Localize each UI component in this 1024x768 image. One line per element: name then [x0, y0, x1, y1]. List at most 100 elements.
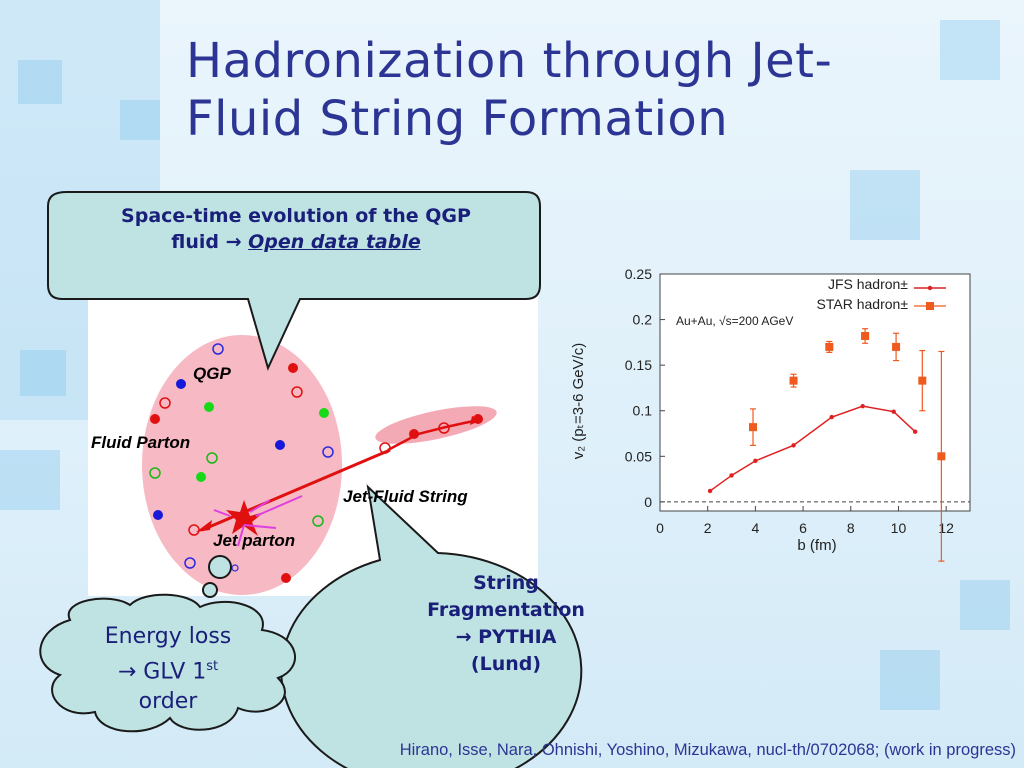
callout-string-line4: (Lund): [470, 653, 542, 675]
qgp-blob: [142, 335, 342, 595]
parton-marker: [153, 510, 163, 520]
jfs-data-point: [860, 403, 865, 409]
star-data-point: [892, 342, 901, 351]
y-tick-label: 0.1: [633, 403, 653, 419]
slide-title: Hadronization through Jet- Fluid String …: [186, 32, 986, 148]
callout-string-bubble: [280, 484, 583, 768]
y-tick-label: 0.15: [625, 357, 652, 373]
open-data-table-link[interactable]: Open data table: [248, 231, 421, 253]
gluon-arrow: [213, 509, 231, 517]
background-square: [20, 350, 66, 396]
chart-xlabel: b (fm): [797, 537, 837, 554]
chart-plot-frame: [659, 273, 971, 512]
x-tick-label: 0: [656, 520, 664, 536]
parton-marker: [176, 379, 186, 389]
jfs-data-point: [729, 473, 734, 478]
jet-origin-star: [226, 500, 264, 536]
callout-energy-line2: → GLV 1st: [70, 652, 266, 687]
chart-marks: [707, 285, 946, 562]
parton-marker: [319, 408, 329, 418]
gluon-arrow: [249, 499, 271, 513]
parton-marker: [438, 422, 450, 434]
background-square: [18, 60, 62, 104]
chart-ticks: 0 2 4 6 8 10 12 0 0.05 0.1 0.15 0.2 0.25: [625, 266, 970, 536]
callout-energy-line1: Energy loss: [104, 624, 232, 649]
gluon-arrow: [255, 495, 303, 517]
parton-marker: [196, 472, 206, 482]
star-data-point: [918, 376, 927, 385]
x-tick-label: 10: [891, 520, 907, 536]
jfs-data-point: [912, 429, 918, 434]
jfs-data-point: [791, 443, 796, 448]
legend-star-square: [926, 302, 934, 310]
x-tick-label: 6: [799, 520, 807, 536]
legend-jfs-dot: [927, 285, 933, 291]
callout-string-line1: String: [473, 572, 539, 594]
parton-marker: [281, 573, 291, 583]
x-tick-label: 2: [704, 520, 712, 536]
callout-energy-sup: st: [206, 659, 219, 674]
jfs-series-line: [709, 405, 916, 492]
callout-string-text: String Fragmentation → PYTHIA (Lund): [396, 570, 616, 678]
parton-marker: [149, 467, 161, 479]
callout-qgp-prefix: fluid →: [171, 231, 249, 253]
background-square: [850, 170, 920, 240]
background-square: [880, 650, 940, 710]
callout-energy-cloud: [39, 555, 296, 733]
x-tick-label: 4: [751, 520, 759, 536]
callout-string-line2: Fragmentation: [427, 599, 585, 621]
chart-area: 0 2 4 6 8 10 12 0 0.05 0.1 0.15 0.2 0.25: [625, 266, 971, 562]
y-tick-label: 0.2: [633, 312, 653, 328]
jet-arrowhead: [196, 520, 212, 532]
callout-energy-line3: order: [138, 689, 198, 715]
label-qgp: QGP: [193, 364, 231, 383]
star-data-point: [789, 376, 798, 385]
gluon-arrow: [243, 524, 277, 529]
y-tick-label: 0: [644, 494, 652, 510]
jfs-data-point: [707, 488, 713, 494]
star-data-point: [825, 342, 834, 351]
parton-marker: [409, 429, 419, 439]
jfs-data-point: [891, 409, 896, 414]
string-pill: [375, 406, 497, 444]
parton-marker: [204, 402, 214, 412]
parton-marker: [159, 397, 171, 409]
parton-marker: [312, 515, 324, 527]
x-tick-label: 12: [938, 520, 954, 536]
background-square: [120, 100, 160, 140]
callout-energy-glv: → GLV 1: [117, 659, 207, 685]
star-data-point: [937, 452, 946, 461]
label-jet-fluid-string: Jet-Fluid String: [343, 487, 468, 506]
callout-qgp-text: Space-time evolution of the QGP fluid → …: [56, 203, 536, 255]
parton-marker: [206, 452, 218, 464]
background-square: [940, 20, 1000, 80]
callout-qgp-line1: Space-time evolution of the QGP: [121, 205, 471, 227]
jfs-data-point: [753, 458, 758, 464]
label-jet-parton: Jet parton: [213, 531, 296, 550]
callout-string-line3: → PYTHIA: [455, 626, 557, 648]
parton-marker: [288, 363, 298, 373]
label-fluid-parton: Fluid Parton: [91, 433, 191, 452]
parton-marker: [231, 564, 239, 572]
string-arrow: [387, 418, 479, 452]
background-square: [0, 450, 60, 510]
legend-star: STAR hadron±: [816, 296, 908, 312]
parton-marker: [379, 442, 391, 454]
parton-marker: [322, 446, 334, 458]
callout-qgp-bubble: [47, 191, 541, 371]
parton-marker: [473, 414, 483, 424]
citation: Hirano, Isse, Nara, Ohnishi, Yoshino, Mi…: [399, 741, 1016, 759]
y-tick-label: 0.25: [625, 266, 652, 282]
jfs-data-point: [829, 414, 834, 420]
star-data-point: [749, 423, 757, 432]
parton-marker: [150, 414, 160, 424]
parton-marker: [291, 386, 303, 398]
legend-jfs: JFS hadron±: [827, 276, 908, 292]
x-tick-label: 8: [847, 520, 855, 536]
parton-marker: [212, 343, 224, 355]
y-tick-label: 0.05: [625, 448, 652, 464]
callout-qgp-line2: fluid → Open data table: [56, 229, 536, 255]
fluid-partons: [149, 343, 334, 583]
parton-marker: [184, 557, 196, 569]
chart-annotation: Au+Au, √s=200 AGeV: [676, 314, 794, 328]
